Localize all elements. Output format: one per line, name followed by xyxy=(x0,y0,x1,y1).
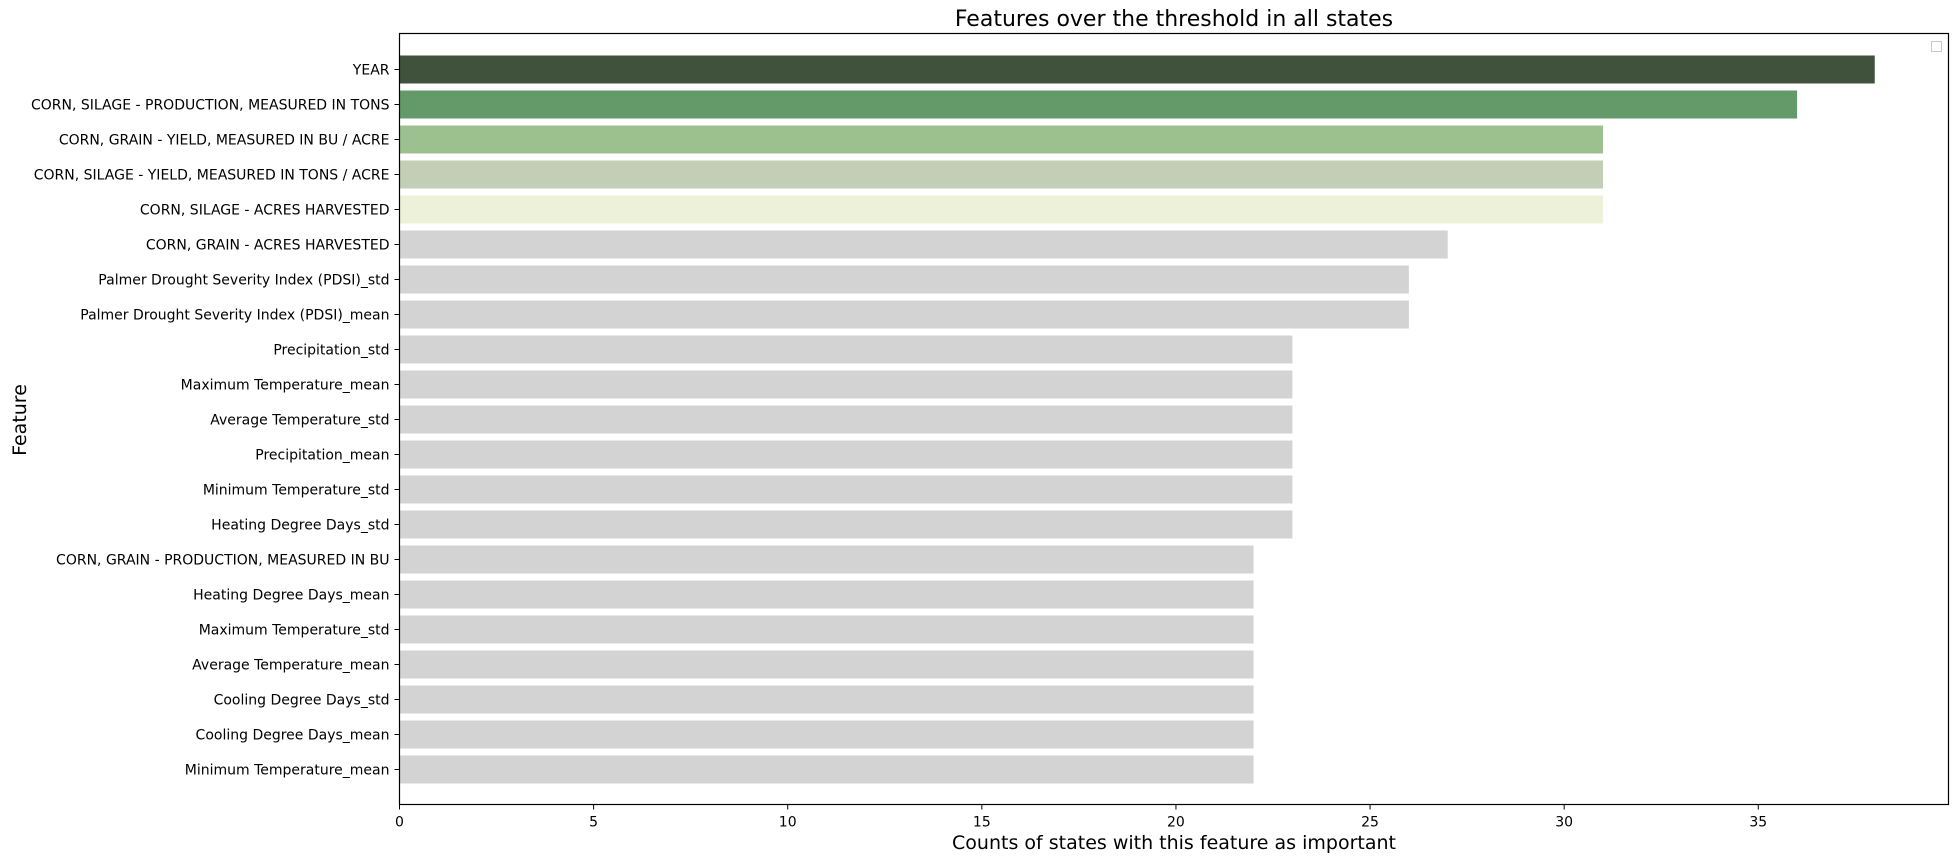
y-tick-label: YEAR xyxy=(352,63,390,79)
y-tick-label: CORN, SILAGE - PRODUCTION, MEASURED IN T… xyxy=(31,98,390,114)
chart-title: Features over the threshold in all state… xyxy=(955,7,1393,32)
y-tick-label: Minimum Temperature_mean xyxy=(185,763,390,779)
x-tick-label: 20 xyxy=(1167,815,1185,831)
y-tick-label: Maximum Temperature_std xyxy=(199,623,390,639)
y-tick-label: Precipitation_mean xyxy=(255,448,389,464)
x-ticks: 0 5 10 15 20 25 30 35 xyxy=(395,804,1767,831)
x-tick-label: 30 xyxy=(1555,815,1573,831)
bar xyxy=(399,475,1293,504)
bar xyxy=(399,55,1875,84)
x-tick-label: 0 xyxy=(395,815,404,831)
y-tick-label: Heating Degree Days_mean xyxy=(193,588,389,604)
y-tick-label: CORN, SILAGE - YIELD, MEASURED IN TONS /… xyxy=(34,168,390,184)
y-tick-labels: YEAR CORN, SILAGE - PRODUCTION, MEASURED … xyxy=(31,63,400,779)
bar xyxy=(399,650,1254,679)
bar xyxy=(399,720,1254,749)
bar xyxy=(399,405,1293,434)
y-tick-label: CORN, GRAIN - YIELD, MEASURED IN BU / AC… xyxy=(59,133,390,149)
x-axis-label: Counts of states with this feature as im… xyxy=(952,832,1396,854)
y-tick-label: Maximum Temperature_mean xyxy=(181,378,390,394)
plot-frame xyxy=(398,32,1950,806)
bar xyxy=(399,440,1293,469)
bars-group xyxy=(399,55,1875,784)
bar xyxy=(399,685,1254,714)
y-tick-label: CORN, SILAGE - ACRES HARVESTED xyxy=(140,203,390,219)
bar xyxy=(399,230,1448,259)
y-axis-label: Feature xyxy=(9,384,31,456)
y-tick-label: CORN, GRAIN - PRODUCTION, MEASURED IN BU xyxy=(56,553,389,569)
x-tick-label: 25 xyxy=(1361,815,1379,831)
y-tick-label: Minimum Temperature_std xyxy=(203,483,390,499)
x-tick-label: 10 xyxy=(779,815,797,831)
y-tick-label: CORN, GRAIN - ACRES HARVESTED xyxy=(146,238,390,254)
bar xyxy=(399,125,1603,154)
bar xyxy=(399,335,1293,364)
bar xyxy=(399,615,1254,644)
y-tick-label: Average Temperature_std xyxy=(210,413,389,429)
bar xyxy=(399,370,1293,399)
x-tick-label: 5 xyxy=(589,815,598,831)
bar xyxy=(399,545,1254,574)
y-tick-label: Heating Degree Days_std xyxy=(211,518,389,534)
legend-box xyxy=(1931,41,1942,52)
bar xyxy=(399,300,1409,329)
y-tick-label: Palmer Drought Severity Index (PDSI)_mea… xyxy=(80,308,389,324)
y-tick-label: Cooling Degree Days_std xyxy=(214,693,390,709)
bar xyxy=(399,195,1603,224)
y-tick-label: Average Temperature_mean xyxy=(192,658,389,674)
y-tick-label: Precipitation_std xyxy=(273,343,389,359)
bar xyxy=(399,580,1254,609)
y-tick-label: Cooling Degree Days_mean xyxy=(196,728,390,744)
bar xyxy=(399,265,1409,294)
x-tick-label: 35 xyxy=(1749,815,1767,831)
bar xyxy=(399,755,1254,784)
bar xyxy=(399,510,1293,539)
y-tick-label: Palmer Drought Severity Index (PDSI)_std xyxy=(98,273,389,289)
bar xyxy=(399,90,1798,119)
bar xyxy=(399,160,1603,189)
x-tick-label: 15 xyxy=(973,815,991,831)
